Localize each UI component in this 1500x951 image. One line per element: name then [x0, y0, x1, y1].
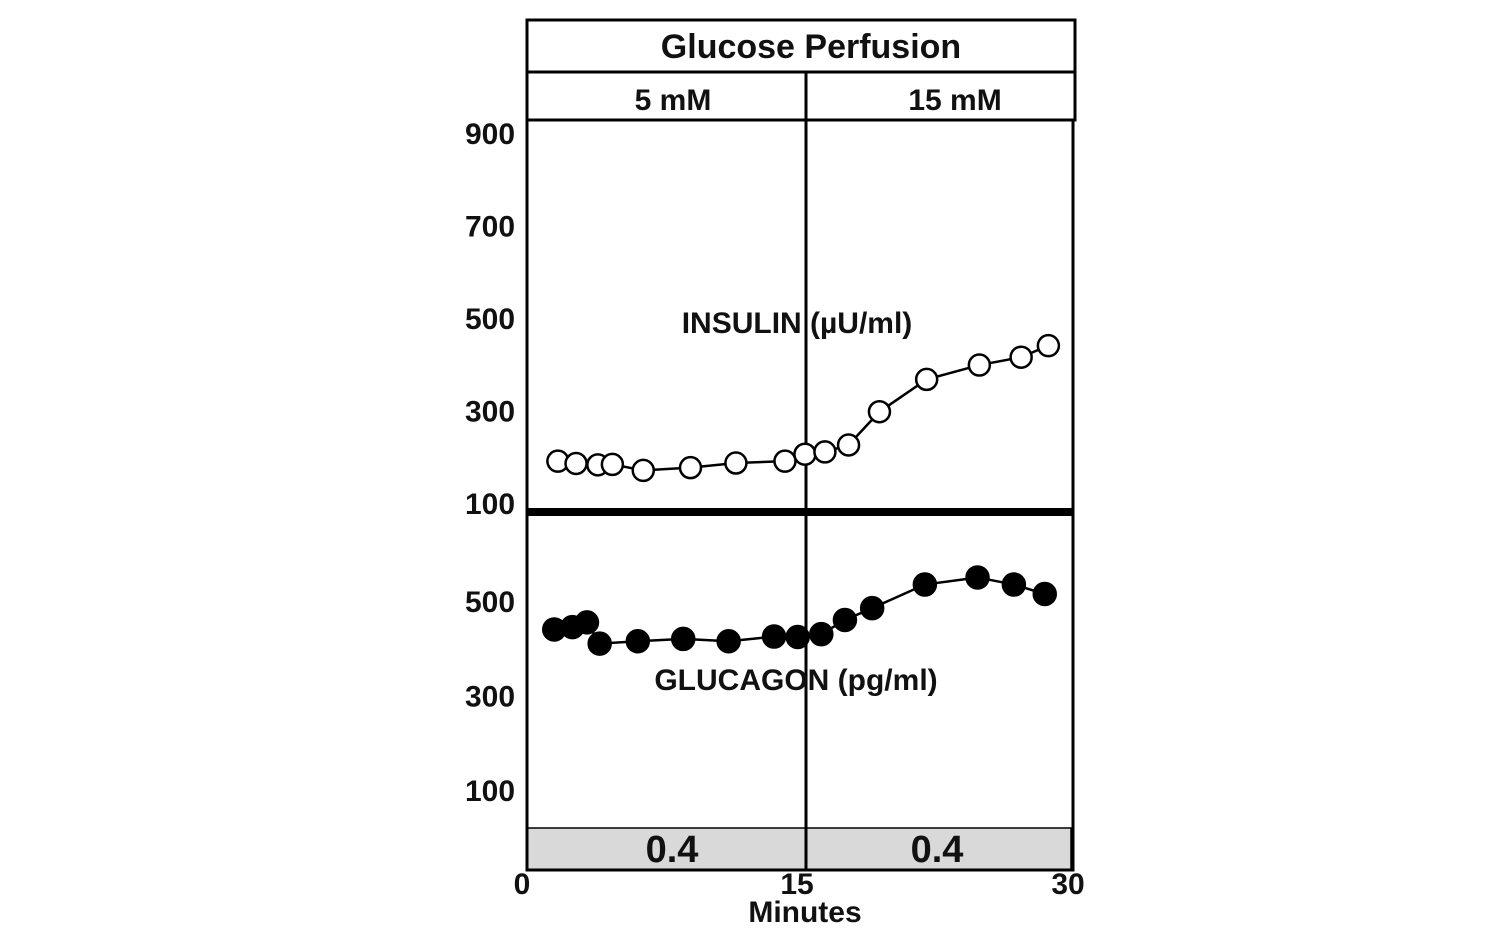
plot-frame [525, 118, 1075, 872]
insulin-data-point [967, 353, 992, 377]
bottom-value-high: 0.4 [911, 829, 964, 871]
insulin-data-point [564, 451, 588, 476]
insulin-data-point [813, 440, 837, 464]
bottom-value-low: 0.4 [646, 829, 699, 871]
insulin-y-tick-label: 900 [465, 118, 515, 151]
insulin-data-point [914, 367, 939, 392]
insulin-data-point [1009, 345, 1033, 369]
insulin-data-point [600, 452, 625, 477]
glucagon-data-point [809, 621, 834, 647]
insulin-y-tick-label: 100 [465, 488, 515, 521]
x-tick-label-15: 15 [780, 868, 813, 901]
insulin-data-point [724, 451, 748, 475]
glucagon-data-point [1032, 581, 1057, 607]
glucagon-y-tick-label: 500 [465, 586, 515, 619]
glucagon-data-point [859, 595, 885, 621]
glucagon-data-point [912, 572, 938, 597]
series-layer [542, 333, 1061, 656]
glucagon-data-point [625, 629, 651, 654]
insulin-data-point [773, 449, 797, 473]
insulin-data-point [793, 442, 817, 466]
glucagon-data-point [574, 610, 600, 635]
y-axis-ticks: 900 700 500 300 100 500 300 100 [465, 118, 515, 808]
phase-label-high: 15 mM [908, 84, 1001, 117]
glucagon-data-point [716, 629, 741, 654]
glucagon-data-point [832, 607, 858, 633]
glucagon-data-point [965, 565, 990, 590]
insulin-annotation: INSULIN (µU/ml) [682, 307, 913, 340]
phase-label-low: 5 mM [635, 84, 712, 117]
glucagon-data-point [785, 624, 810, 650]
glucagon-y-tick-label: 300 [465, 681, 515, 714]
insulin-y-tick-label: 700 [465, 211, 515, 244]
glucagon-annotation: GLUCAGON (pg/ml) [654, 664, 937, 697]
x-tick-label-30: 30 [1051, 868, 1084, 901]
insulin-data-point [836, 433, 861, 457]
bottom-band [526, 827, 1072, 871]
chart-title: Glucose Perfusion [661, 28, 961, 66]
insulin-data-point [631, 458, 656, 483]
insulin-y-tick-label: 300 [465, 395, 515, 428]
x-tick-label-0: 0 [514, 868, 531, 901]
glucagon-data-point [670, 626, 696, 652]
insulin-data-point [867, 399, 892, 424]
glucagon-data-point [587, 631, 612, 656]
x-axis-label: Minutes [748, 896, 861, 929]
glucagon-data-point [1001, 572, 1027, 597]
insulin-y-tick-label: 500 [465, 303, 515, 336]
glucagon-y-tick-label: 100 [465, 775, 515, 808]
insulin-data-point [678, 455, 703, 480]
glucagon-data-point [761, 624, 787, 649]
insulin-data-point [1036, 333, 1061, 358]
